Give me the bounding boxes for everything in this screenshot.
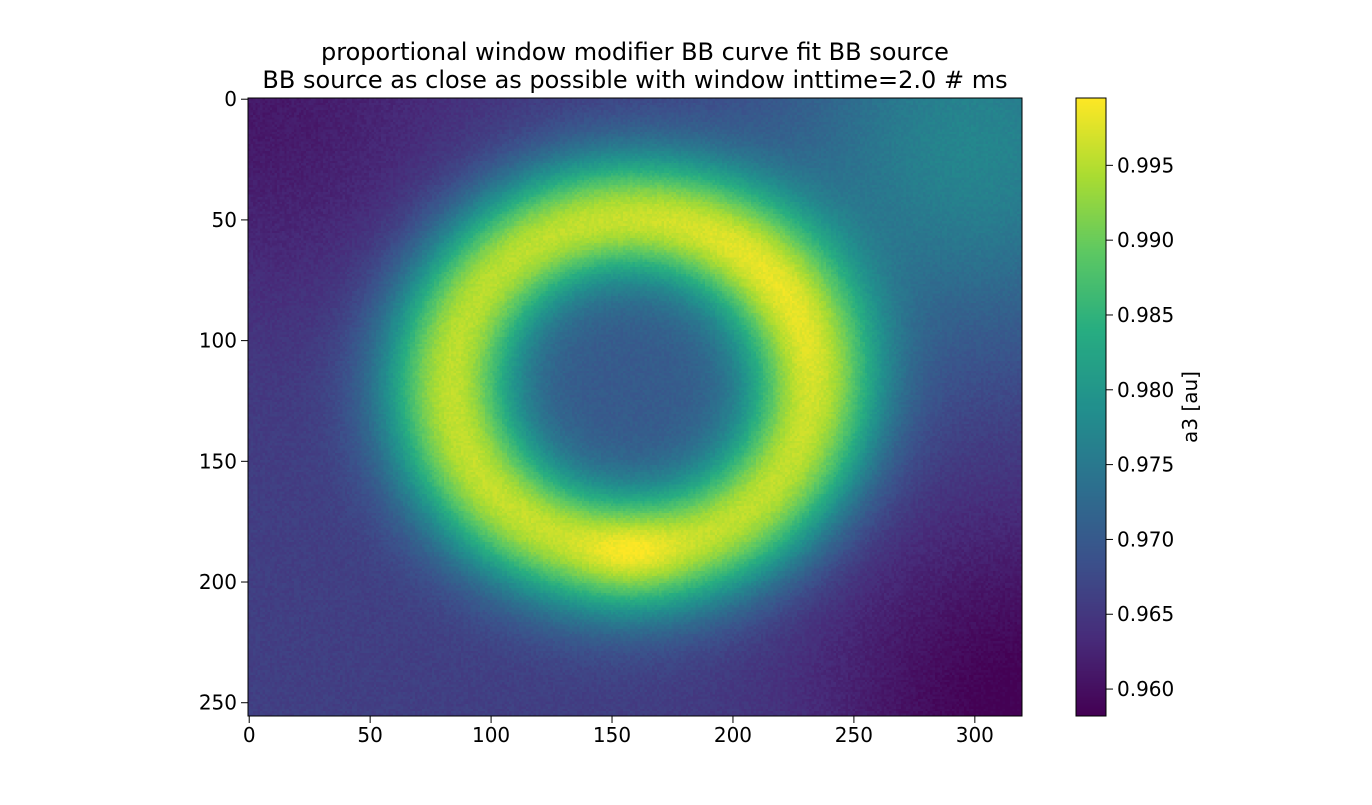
colorbar-axis: 0.960 0.965 0.970 0.975 0.980 0.985 0.990 0.995 bbox=[1106, 153, 1174, 701]
x-axis: 0 50 100 150 200 250 300 bbox=[243, 716, 994, 747]
chart-title-line-2: BB source as close as possible with wind… bbox=[262, 66, 1007, 94]
colorbar-tick-label: 0.970 bbox=[1117, 527, 1174, 551]
x-tick-label: 300 bbox=[956, 723, 994, 747]
x-tick-label: 150 bbox=[593, 723, 631, 747]
x-tick-label: 50 bbox=[357, 723, 382, 747]
colorbar-tick-label: 0.980 bbox=[1117, 378, 1174, 402]
x-tick-label: 0 bbox=[243, 723, 256, 747]
y-tick-label: 0 bbox=[224, 87, 237, 111]
x-tick-label: 200 bbox=[714, 723, 752, 747]
heatmap-image bbox=[248, 98, 1022, 716]
plot-frame bbox=[247, 97, 1023, 717]
y-tick-label: 250 bbox=[199, 691, 237, 715]
colorbar-tick-label: 0.990 bbox=[1117, 228, 1174, 252]
y-tick-label: 100 bbox=[199, 329, 237, 353]
colorbar-tick-label: 0.975 bbox=[1117, 453, 1174, 477]
x-tick-label: 100 bbox=[472, 723, 510, 747]
y-tick-label: 200 bbox=[199, 570, 237, 594]
colorbar-label: a3 [au] bbox=[1178, 371, 1202, 443]
colorbar-frame bbox=[1075, 97, 1107, 717]
colorbar-tick-label: 0.985 bbox=[1117, 303, 1174, 327]
colorbar-tick-label: 0.995 bbox=[1117, 153, 1174, 177]
colorbar-gradient bbox=[1076, 98, 1106, 716]
colorbar-tick-label: 0.960 bbox=[1117, 677, 1174, 701]
chart-title-line-1: proportional window modifier BB curve fi… bbox=[321, 38, 949, 66]
y-tick-label: 150 bbox=[199, 449, 237, 473]
colorbar-tick-label: 0.965 bbox=[1117, 602, 1174, 626]
y-tick-label: 50 bbox=[212, 208, 237, 232]
x-tick-label: 250 bbox=[835, 723, 873, 747]
y-axis: 0 50 100 150 200 250 bbox=[199, 87, 248, 715]
